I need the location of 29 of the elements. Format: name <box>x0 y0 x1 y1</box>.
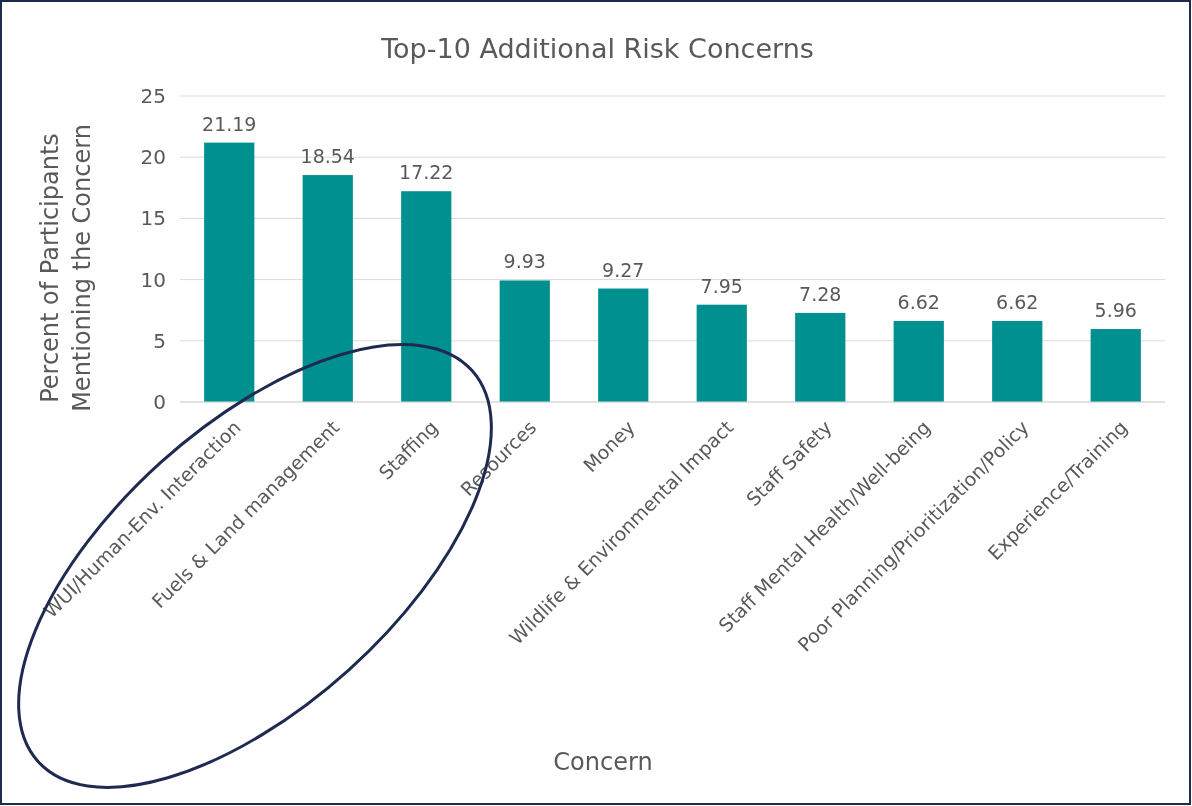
chart-title: Top-10 Additional Risk Concerns <box>380 33 814 64</box>
bar <box>302 175 353 402</box>
bar <box>598 288 649 402</box>
y-tick-label: 0 <box>153 390 166 414</box>
y-tick-label: 10 <box>140 267 166 292</box>
y-axis-title: Percent of Participants Mentioning the Concern <box>36 124 96 412</box>
data-label: 9.93 <box>503 250 546 273</box>
data-label: 7.28 <box>799 282 842 305</box>
bar <box>401 191 452 402</box>
data-label: 21.19 <box>202 112 257 135</box>
data-label: 17.22 <box>399 161 454 184</box>
y-tick-label: 5 <box>153 328 166 353</box>
data-label: 7.95 <box>700 274 743 297</box>
data-label: 5.96 <box>1094 299 1137 322</box>
y-tick-label: 15 <box>140 206 166 231</box>
data-label: 6.62 <box>996 290 1039 313</box>
bar <box>893 320 944 402</box>
bar <box>499 280 550 402</box>
bar <box>1090 329 1141 402</box>
y-tick-label: 20 <box>140 145 166 170</box>
bar <box>992 320 1043 402</box>
y-tick-label: 25 <box>140 84 166 108</box>
data-label: 6.62 <box>897 290 940 313</box>
x-axis-title: Concern <box>553 748 653 776</box>
bar <box>696 304 747 402</box>
data-label: 18.54 <box>300 145 355 168</box>
data-label: 9.27 <box>602 258 645 281</box>
bar <box>795 312 846 402</box>
bar <box>204 142 255 402</box>
